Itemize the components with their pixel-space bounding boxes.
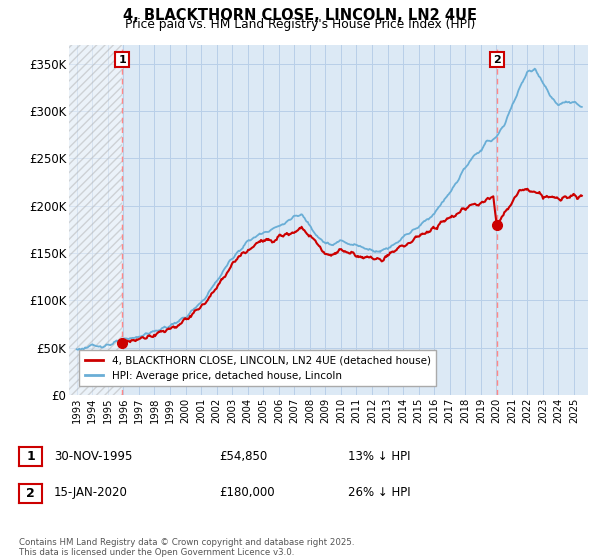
Legend: 4, BLACKTHORN CLOSE, LINCOLN, LN2 4UE (detached house), HPI: Average price, deta: 4, BLACKTHORN CLOSE, LINCOLN, LN2 4UE (d…: [79, 351, 436, 386]
Text: 2: 2: [493, 54, 501, 64]
Text: 26% ↓ HPI: 26% ↓ HPI: [348, 486, 410, 500]
Text: 1: 1: [118, 54, 126, 64]
Text: Contains HM Land Registry data © Crown copyright and database right 2025.
This d: Contains HM Land Registry data © Crown c…: [19, 538, 355, 557]
Text: 13% ↓ HPI: 13% ↓ HPI: [348, 450, 410, 463]
Text: 4, BLACKTHORN CLOSE, LINCOLN, LN2 4UE: 4, BLACKTHORN CLOSE, LINCOLN, LN2 4UE: [123, 8, 477, 24]
Text: 30-NOV-1995: 30-NOV-1995: [54, 450, 133, 463]
Text: £180,000: £180,000: [219, 486, 275, 500]
Bar: [69, 45, 122, 395]
Text: 2: 2: [26, 487, 35, 500]
Text: Price paid vs. HM Land Registry's House Price Index (HPI): Price paid vs. HM Land Registry's House …: [125, 18, 475, 31]
Text: 15-JAN-2020: 15-JAN-2020: [54, 486, 128, 500]
Text: £54,850: £54,850: [219, 450, 267, 463]
Text: 1: 1: [26, 450, 35, 464]
